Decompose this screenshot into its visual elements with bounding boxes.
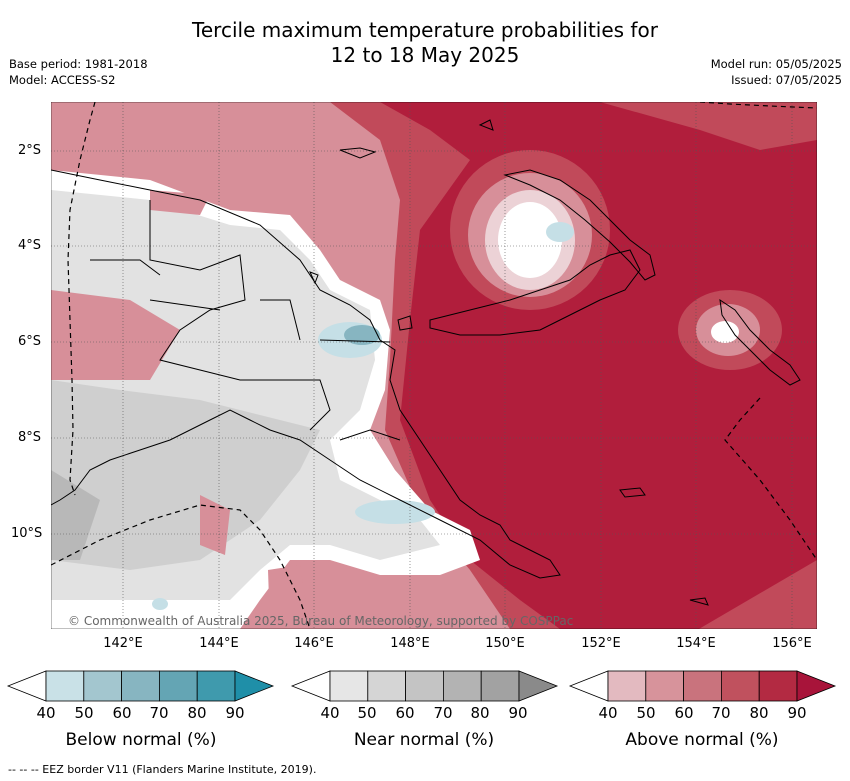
meta-right: Model run: 05/05/2025 Issued: 07/05/2025 [711, 56, 842, 88]
lat-label: 4°S [18, 238, 42, 253]
model-name: Model: ACCESS-S2 [9, 73, 116, 87]
tick: 70 [711, 704, 731, 722]
lon-label: 148°E [390, 636, 430, 651]
meta-left: Base period: 1981-2018 Model: ACCESS-S2 [9, 56, 148, 88]
eez-note: -- -- -- EEZ border V11 (Flanders Marine… [8, 763, 317, 776]
tick: 60 [112, 704, 132, 722]
base-period: Base period: 1981-2018 [9, 57, 148, 71]
colorbar-segment [196, 670, 236, 702]
colorbar-extend-high [518, 670, 559, 702]
colorbar-segment [367, 670, 406, 702]
map-title: Tercile maximum temperature probabilitie… [0, 18, 850, 68]
lon-label: 146°E [294, 636, 334, 651]
tick: 40 [36, 704, 56, 722]
below-normal-label: Below normal (%) [65, 730, 217, 750]
tick: 60 [395, 704, 415, 722]
colorbar-segment [405, 670, 444, 702]
province-borders [90, 200, 401, 441]
colorbar-segment [683, 670, 722, 702]
lat-label: 2°S [18, 143, 42, 158]
tick: 40 [320, 704, 340, 722]
tick: 90 [225, 704, 245, 722]
near-normal-label: Near normal (%) [353, 730, 495, 750]
lon-label: 142°E [103, 636, 143, 651]
title-line-1: Tercile maximum temperature probabilitie… [192, 18, 658, 42]
colorbar-extend-low [290, 670, 331, 702]
tick: 90 [787, 704, 807, 722]
model-run: Model run: 05/05/2025 [710, 57, 842, 71]
tick: 80 [470, 704, 490, 722]
tick: 70 [433, 704, 453, 722]
bougainville-coast [719, 298, 801, 386]
tick: 80 [187, 704, 207, 722]
above-normal-label: Above normal (%) [625, 730, 779, 750]
below-normal-colorbar [6, 670, 275, 702]
colorbar-segment [721, 670, 760, 702]
title-line-2: 12 to 18 May 2025 [330, 43, 520, 67]
copyright-notice: © Commonwealth of Australia 2025, Bureau… [68, 614, 574, 628]
lon-label: 156°E [772, 636, 812, 651]
colorbar-segment [480, 670, 520, 702]
lon-label: 154°E [676, 636, 716, 651]
eez-border [67, 102, 96, 496]
colorbar-segment [83, 670, 123, 702]
tick: 50 [357, 704, 377, 722]
issued-date: Issued: 07/05/2025 [731, 73, 842, 87]
above-normal-colorbar [568, 670, 837, 702]
lat-label: 10°S [11, 526, 43, 541]
new-ireland-coast [503, 169, 656, 281]
tick: 50 [636, 704, 656, 722]
colorbar-extend-high [796, 670, 837, 702]
colorbar-segment [121, 670, 160, 702]
colorbar-extend-low [6, 670, 47, 702]
lon-label: 150°E [485, 636, 525, 651]
tick: 90 [508, 704, 528, 722]
colorbar-segment [158, 670, 198, 702]
lon-label: 152°E [581, 636, 621, 651]
tick: 80 [749, 704, 769, 722]
png-mainland-coast [51, 169, 561, 579]
lat-label: 8°S [18, 430, 42, 445]
islands [309, 119, 709, 606]
tick: 70 [149, 704, 169, 722]
colorbar-segment [645, 670, 684, 702]
colorbar-segment [442, 670, 482, 702]
tick: 40 [598, 704, 618, 722]
new-britain-coast [429, 249, 641, 336]
colorbar-segment [607, 670, 647, 702]
tick: 50 [74, 704, 94, 722]
colorbar-segment [758, 670, 798, 702]
colorbar-extend-low [568, 670, 609, 702]
lon-label: 144°E [199, 636, 239, 651]
colorbar-segment [45, 670, 85, 702]
near-normal-colorbar [290, 670, 559, 702]
tick: 60 [674, 704, 694, 722]
lat-label: 6°S [18, 334, 42, 349]
colorbar-segment [329, 670, 369, 702]
colorbar-extend-high [234, 670, 275, 702]
